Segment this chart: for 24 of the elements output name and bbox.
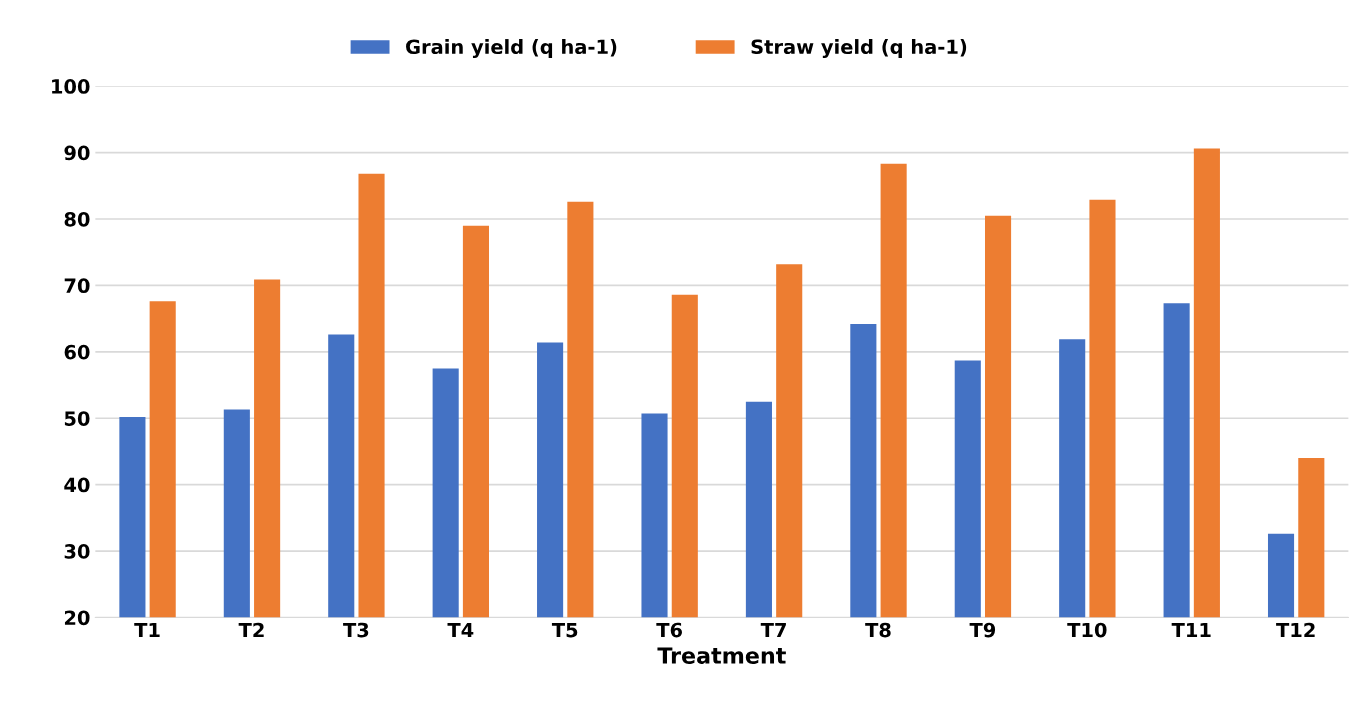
y-tick-label: 40 [64,477,90,493]
x-tick-label: T4 [447,622,474,638]
y-tick-label: 100 [52,79,90,94]
y-tick-label: 20 [64,610,90,626]
y-tick-label: 80 [64,211,90,227]
x-tick-label: T7 [760,622,786,638]
y-tick-label: 50 [64,411,90,426]
x-tick-label: T1 [134,622,160,638]
x-tick-label: T3 [343,622,369,638]
legend-label: Straw yield (q ha-1) [751,39,967,59]
x-tick-label: T6 [656,622,682,638]
y-tick-label: 70 [64,278,90,294]
x-tick-label: T11 [1171,622,1211,638]
x-tick-label: T10 [1067,622,1107,638]
x-tick-label: T5 [551,622,578,638]
y-tick-label: 30 [64,544,90,559]
y-tick-label: 90 [64,145,90,161]
x-tick-label: T9 [969,622,996,638]
x-tick-label: T2 [238,622,264,638]
x-tick-label: T8 [865,622,891,638]
x-axis-title: Treatment [657,647,786,664]
y-tick-label: 60 [64,344,90,360]
legend-label: Grain yield (q ha-1) [406,39,617,59]
x-tick-label: T12 [1276,622,1315,638]
